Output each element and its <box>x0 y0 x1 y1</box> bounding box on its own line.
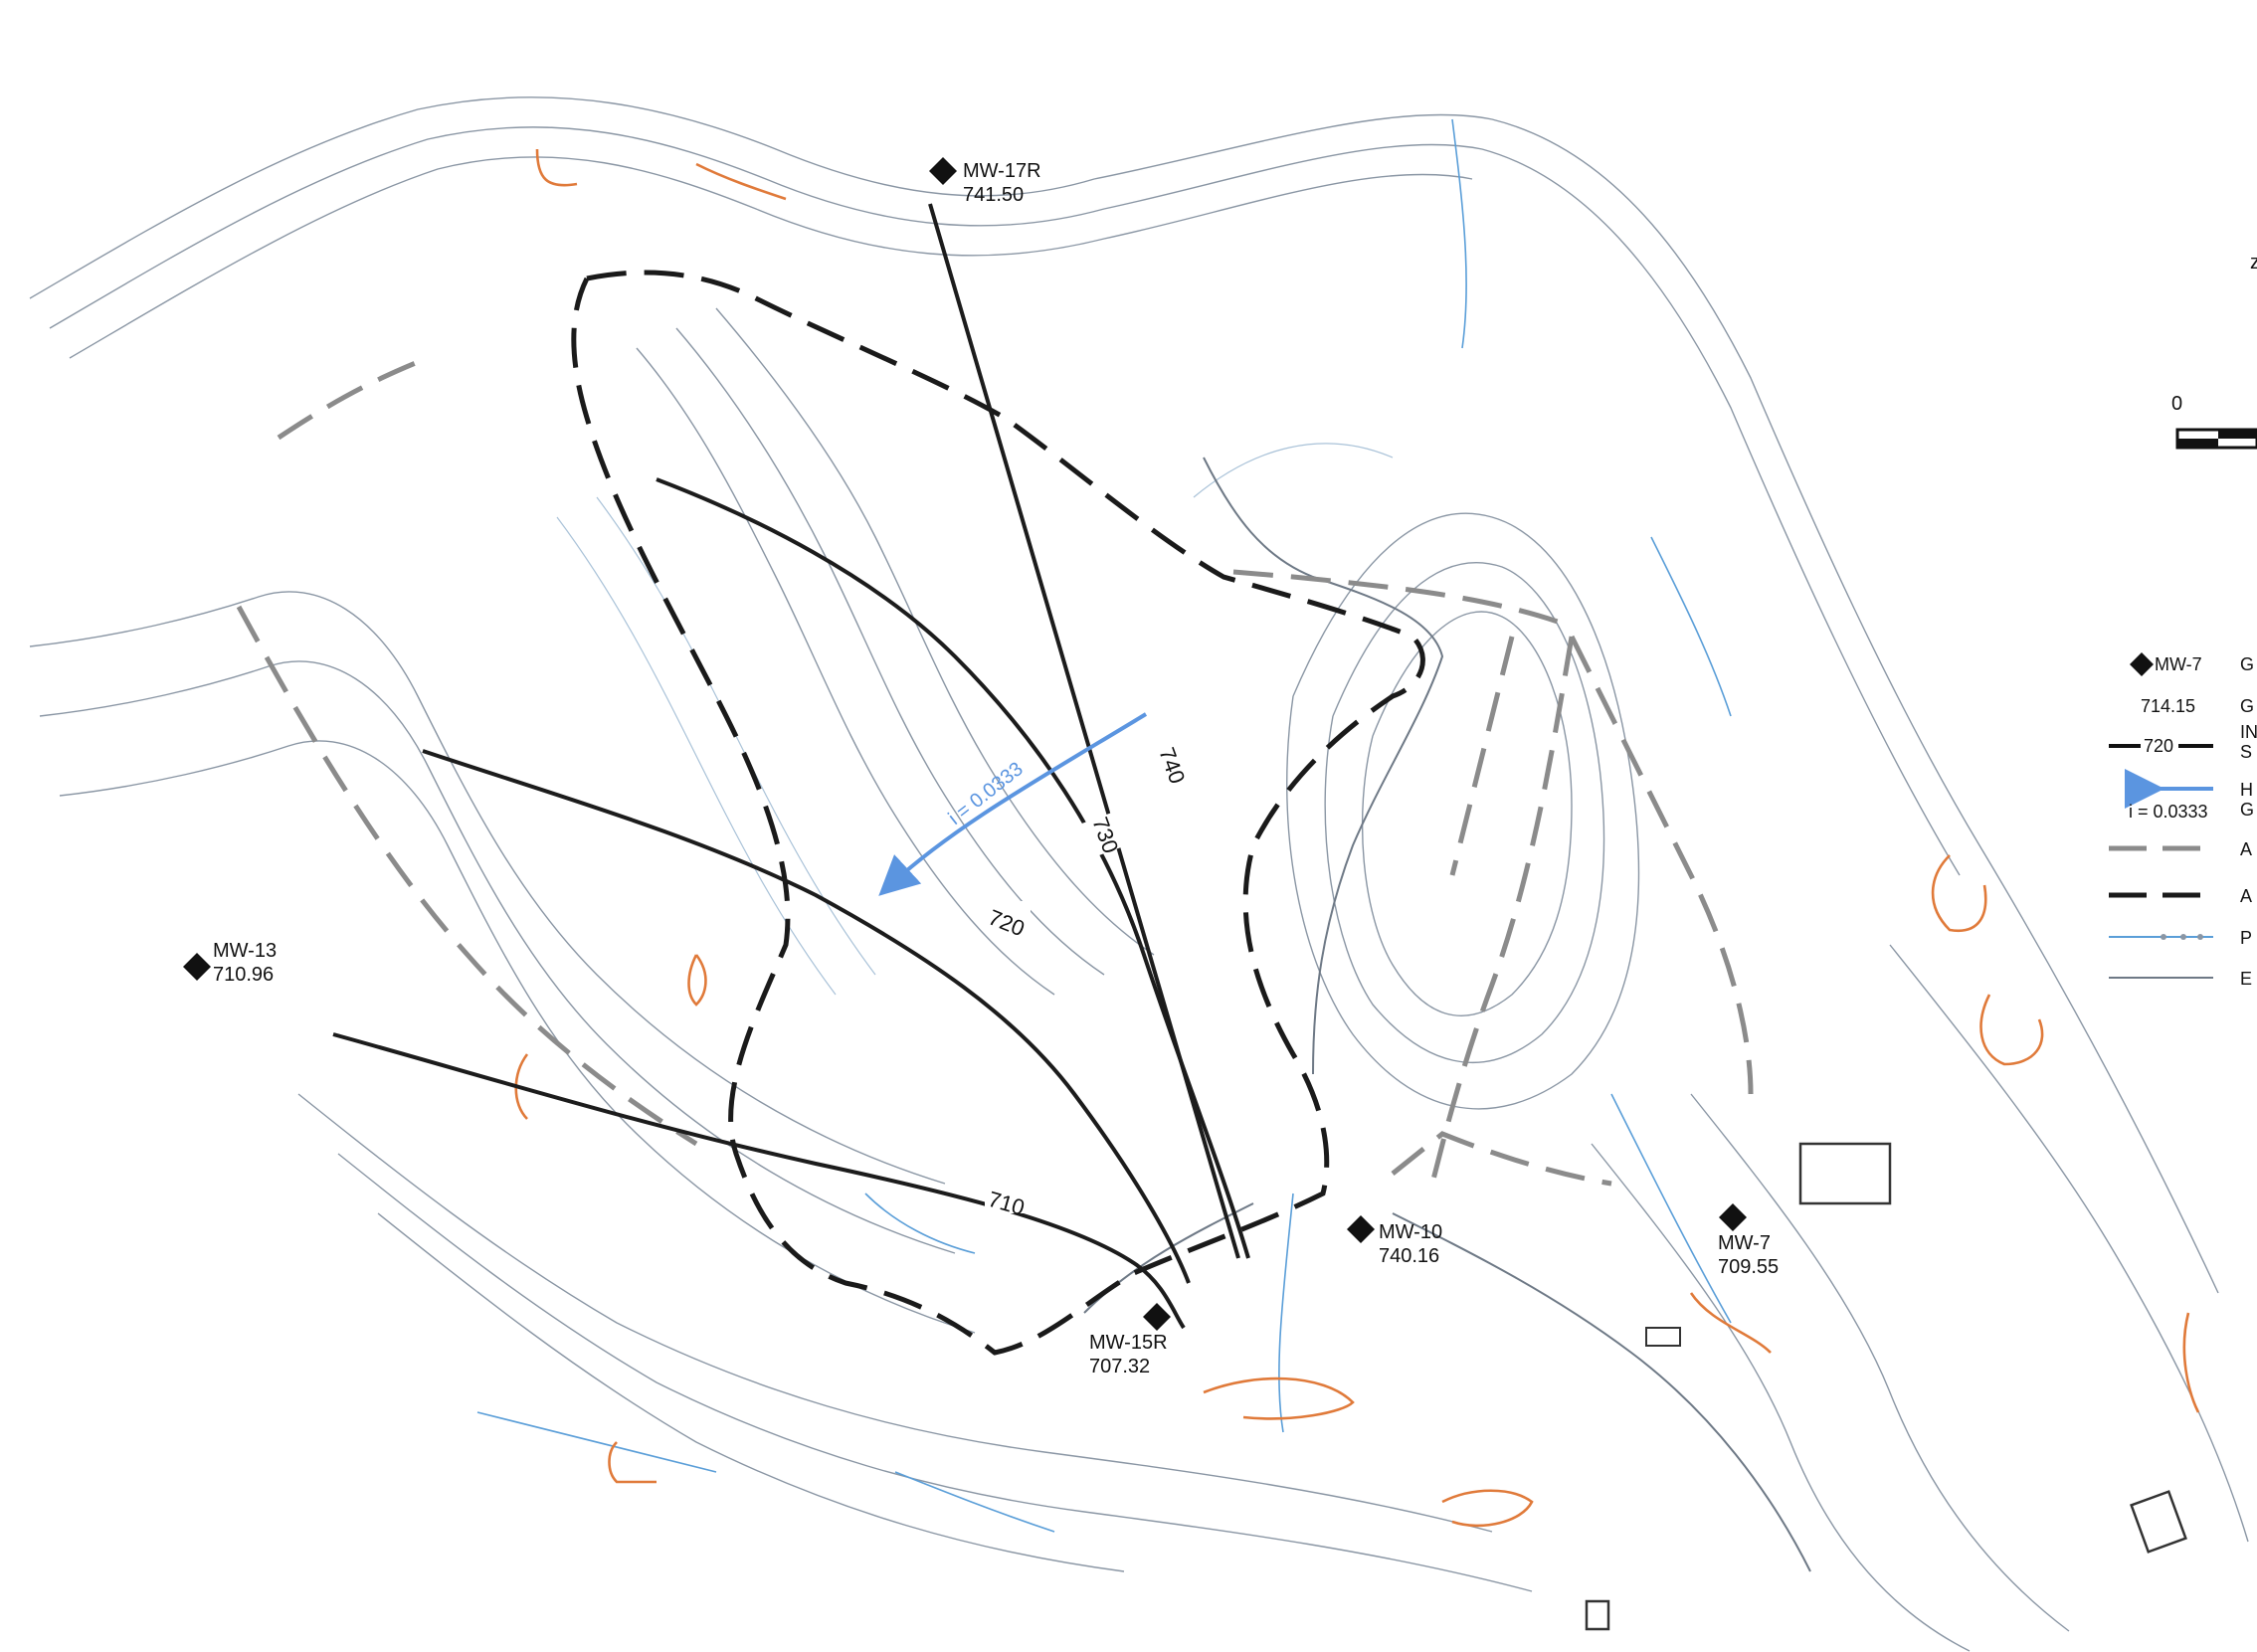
legend-gw-contour: 720 IN S <box>2109 722 2257 762</box>
roads <box>1083 457 2187 1631</box>
svg-text:MW-7: MW-7 <box>2155 654 2202 674</box>
well-mw-17r-id: MW-17R <box>963 160 1041 182</box>
gw-contour-730 <box>656 477 1250 1259</box>
svg-text:714.15: 714.15 <box>2141 696 2195 716</box>
svg-text:A: A <box>2240 886 2252 906</box>
gw-contour-710 <box>332 1032 1186 1330</box>
legend-well: MW-7 G <box>2130 652 2254 676</box>
well-mw-15r-id: MW-15R <box>1089 1332 1168 1354</box>
orange-features <box>514 148 2200 1528</box>
legend-black-dashed: A <box>2109 886 2252 906</box>
svg-text:E: E <box>2240 969 2252 989</box>
black-dashed-boundary <box>571 270 1425 1356</box>
well-mw-15r-elev: 707.32 <box>1089 1356 1150 1377</box>
svg-text:S: S <box>2240 742 2252 762</box>
legend-elevation: 714.15 G <box>2141 696 2254 716</box>
gw-contour-labels: 740 730 720 710 <box>985 742 1193 1220</box>
legend: MW-7 G 714.15 G 720 IN S i = 0.0333 H G … <box>2109 652 2257 989</box>
legend-existing-contour: E <box>2109 969 2252 989</box>
svg-text:i = 0.0333: i = 0.0333 <box>2129 802 2208 822</box>
well-mw-10-id: MW-10 <box>1379 1221 1442 1243</box>
svg-text:P: P <box>2240 928 2252 948</box>
well-mw-15r[interactable]: MW-15R 707.32 <box>1089 1303 1171 1377</box>
scale-bar-zero: 0 <box>2171 393 2182 415</box>
streams <box>476 118 1732 1533</box>
well-mw-10-elev: 740.16 <box>1379 1245 1439 1267</box>
well-mw-7-elev: 709.55 <box>1718 1256 1779 1278</box>
svg-text:G: G <box>2240 696 2254 716</box>
svg-text:G: G <box>2240 800 2254 820</box>
legend-gradient: i = 0.0333 H G <box>2125 769 2254 822</box>
svg-text:720: 720 <box>2144 736 2173 756</box>
gradient-arrow <box>878 712 1148 896</box>
svg-text:A: A <box>2240 839 2252 859</box>
legend-perennial-stream: P <box>2109 928 2252 948</box>
svg-text:IN: IN <box>2240 722 2257 742</box>
well-mw-17r[interactable]: MW-17R 741.50 <box>929 157 1041 206</box>
gw-contour-720 <box>422 749 1191 1284</box>
gw-line-mw17r <box>928 203 1240 1259</box>
well-mw-7-id: MW-7 <box>1718 1232 1771 1254</box>
topographic-contours <box>29 96 2249 1652</box>
legend-gray-dashed: A <box>2109 839 2252 859</box>
well-mw-13[interactable]: MW-13 710.96 <box>183 940 277 986</box>
well-mw-17r-elev: 741.50 <box>963 184 1024 206</box>
well-mw-10[interactable]: MW-10 740.16 <box>1347 1215 1442 1267</box>
gray-dashed-boundaries <box>236 355 1754 1187</box>
scale-bar: 0 z <box>2171 252 2257 450</box>
well-mw-13-elev: 710.96 <box>213 964 274 986</box>
groundwater-contours <box>332 203 1250 1330</box>
well-mw-13-id: MW-13 <box>213 940 277 962</box>
well-mw-7[interactable]: MW-7 709.55 <box>1718 1203 1779 1278</box>
svg-text:H: H <box>2240 780 2253 800</box>
north-arrow-fragment: z <box>2250 252 2257 274</box>
svg-text:G: G <box>2240 654 2254 674</box>
